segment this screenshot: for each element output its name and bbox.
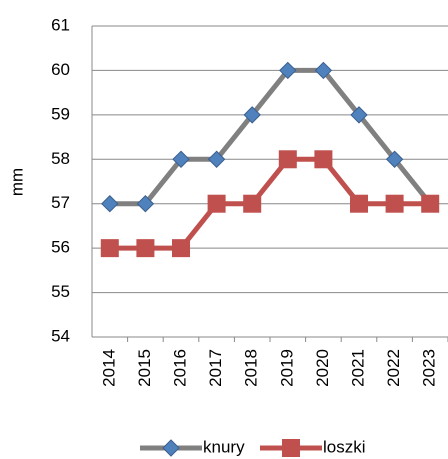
data-point (385, 194, 404, 213)
data-point (207, 150, 226, 168)
data-point (136, 195, 155, 213)
x-tick-label: 2023 (420, 349, 439, 387)
data-point (243, 106, 261, 124)
x-tick-label: 2018 (242, 349, 261, 387)
series-line (109, 67, 433, 207)
x-tick-label: 2019 (277, 349, 296, 387)
x-tick-label: 2015 (135, 349, 154, 387)
data-point (172, 239, 190, 258)
y-tick-label: 56 (51, 238, 70, 257)
series-line (109, 156, 431, 251)
y-tick-label: 58 (51, 149, 70, 168)
data-point (101, 195, 119, 213)
data-point (278, 150, 297, 169)
data-point (172, 150, 190, 168)
y-tick-label: 61 (51, 15, 70, 34)
data-point (136, 239, 155, 258)
legend-marker (282, 439, 300, 457)
legend-label: knury (203, 437, 245, 456)
y-tick-label: 57 (51, 193, 70, 212)
legend-marker (162, 439, 180, 457)
data-point (207, 194, 226, 213)
data-point (314, 150, 333, 169)
y-tick-label: 59 (51, 104, 70, 123)
x-tick-label: 2020 (313, 349, 332, 387)
y-axis-label: mm (7, 168, 26, 196)
data-point (243, 194, 262, 213)
y-tick-label: 55 (51, 282, 70, 301)
data-point (421, 194, 440, 213)
x-tick-label: 2016 (170, 349, 189, 387)
x-tick-label: 2021 (348, 349, 367, 387)
data-point (100, 239, 119, 258)
data-point (314, 61, 333, 80)
y-tick-label: 60 (51, 60, 70, 79)
x-tick-label: 2014 (99, 349, 118, 387)
data-point (350, 194, 368, 213)
data-point (279, 61, 297, 80)
legend-label: loszki (323, 437, 366, 456)
data-point (385, 150, 404, 168)
x-tick-label: 2017 (206, 349, 225, 387)
data-point (350, 106, 368, 124)
x-tick-label: 2022 (384, 349, 403, 387)
y-tick-label: 54 (51, 326, 70, 345)
